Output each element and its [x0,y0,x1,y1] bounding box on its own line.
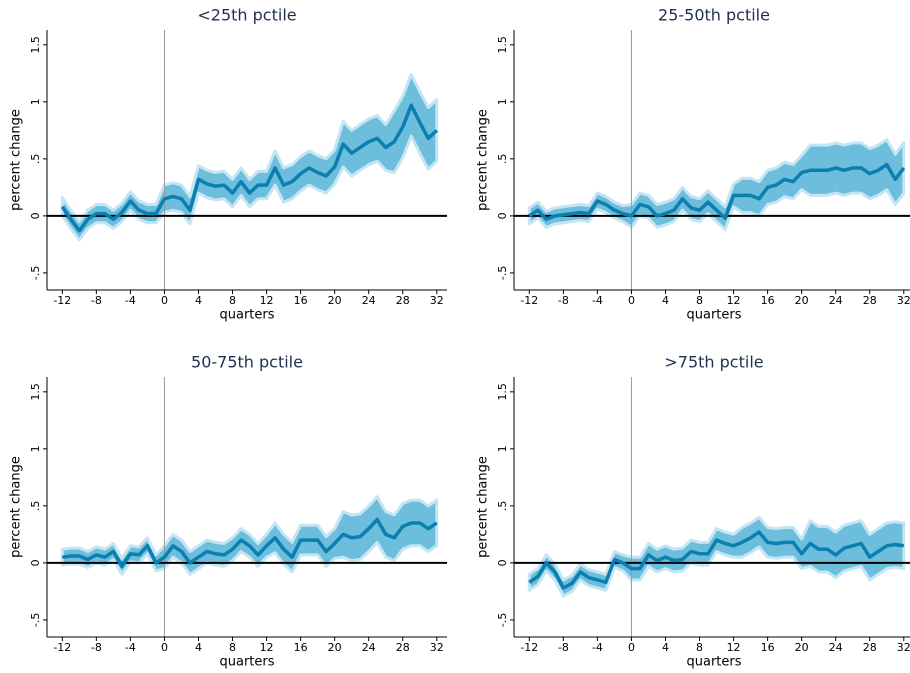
y-tick-label: .5 [496,154,509,165]
x-tick-label: 28 [396,641,410,654]
y-axis-label: percent change [9,109,24,211]
x-tick-label: 0 [161,294,168,307]
x-tick-label: 24 [362,641,376,654]
panel: >75th pctile -12 -8 -4 0 4 8 12 16 20 24 28 32 -.5 0 .5… [476,353,910,670]
y-tick-label: -.5 [496,266,509,280]
x-axis-label: quarters [686,308,741,323]
panel-title: <25th pctile [197,6,296,25]
x-tick-label: 24 [829,641,843,654]
x-tick-label: 16 [294,294,308,307]
x-tick-label: 12 [260,294,274,307]
x-tick-label: -4 [592,641,603,654]
y-tick-label: .5 [496,501,509,512]
y-tick-label: 0 [496,559,509,566]
x-tick-label: -4 [592,294,603,307]
panel: 25-50th pctile -12 -8 -4 0 4 8 12 16 20 24 28 32 -.5 0… [476,6,910,323]
y-tick-label: 1 [496,98,509,105]
x-tick-label: 28 [863,294,877,307]
x-tick-label: -12 [520,641,538,654]
confidence-band [527,515,906,598]
x-tick-label: -8 [91,294,102,307]
y-tick-label: .5 [29,501,42,512]
estimate-line [528,162,906,222]
x-tick-label: -12 [520,294,538,307]
x-tick-label: 12 [727,294,741,307]
confidence-band [527,137,906,232]
x-tick-label: 32 [430,641,444,654]
x-tick-label: 0 [161,641,168,654]
x-tick-label: 0 [628,294,635,307]
x-tick-label: 4 [195,294,202,307]
x-tick-label: 4 [195,641,202,654]
x-tick-label: 28 [863,641,877,654]
x-tick-label: 20 [328,294,342,307]
y-tick-label: 1.5 [29,36,42,54]
y-tick-label: -.5 [29,266,42,280]
y-tick-label: -.5 [496,613,509,627]
x-tick-label: -4 [125,294,136,307]
x-tick-label: 0 [628,641,635,654]
x-tick-label: 32 [897,641,910,654]
x-tick-label: 16 [761,294,775,307]
y-tick-label: 1.5 [496,36,509,54]
panel-title: >75th pctile [664,353,763,372]
y-axis-label: percent change [9,456,24,558]
panel: 50-75th pctile -12 -8 -4 0 4 8 12 16 20 24 28 32 -.5 0… [9,353,447,670]
panel-title: 25-50th pctile [658,6,770,25]
x-tick-label: 8 [696,294,703,307]
x-tick-label: -12 [53,641,71,654]
x-tick-label: 20 [328,641,342,654]
y-axis-label: percent change [476,109,491,211]
x-tick-label: 24 [829,294,843,307]
x-tick-label: 8 [229,294,236,307]
y-tick-label: 1.5 [29,383,42,401]
estimate-line [60,103,438,233]
x-tick-label: 32 [430,294,444,307]
x-tick-label: -4 [125,641,136,654]
y-tick-label: .5 [29,154,42,165]
estimate-line [62,517,438,569]
x-tick-label: -8 [91,641,102,654]
y-tick-label: 0 [496,212,509,219]
y-tick-label: 0 [29,559,42,566]
y-tick-label: 1 [29,98,42,105]
x-tick-label: 12 [260,641,274,654]
y-tick-label: 1 [29,445,42,452]
x-tick-label: 8 [696,641,703,654]
y-tick-label: 1.5 [496,383,509,401]
x-tick-label: -8 [558,294,569,307]
x-tick-label: 16 [761,641,775,654]
x-tick-label: 4 [662,294,669,307]
estimate-line [528,530,905,590]
x-tick-label: -8 [558,641,569,654]
x-tick-label: 16 [294,641,308,654]
y-tick-label: 1 [496,445,509,452]
x-tick-label: -12 [53,294,71,307]
x-tick-label: 24 [362,294,376,307]
x-tick-label: 32 [897,294,910,307]
y-tick-label: 0 [29,212,42,219]
x-tick-label: 12 [727,641,741,654]
y-axis-label: percent change [476,456,491,558]
x-axis-label: quarters [686,655,741,670]
x-tick-label: 20 [795,641,809,654]
x-axis-label: quarters [219,655,274,670]
x-tick-label: 8 [229,641,236,654]
x-tick-label: 4 [662,641,669,654]
panel-title: 50-75th pctile [191,353,303,372]
x-tick-label: 20 [795,294,809,307]
panel: <25th pctile -12 -8 -4 0 4 8 12 16 20 24 28 32 -.5 0 .5… [9,6,447,323]
x-tick-label: 28 [396,294,410,307]
confidence-band [60,72,439,242]
y-tick-label: -.5 [29,613,42,627]
x-axis-label: quarters [219,308,274,323]
